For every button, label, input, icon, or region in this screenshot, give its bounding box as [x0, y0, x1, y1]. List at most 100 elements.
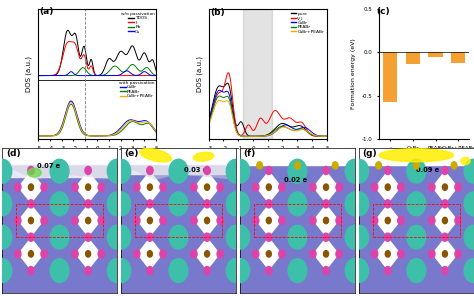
Circle shape: [50, 192, 69, 216]
Circle shape: [376, 162, 382, 169]
Circle shape: [28, 217, 34, 224]
Circle shape: [266, 184, 271, 190]
Circle shape: [169, 225, 188, 249]
Circle shape: [253, 183, 259, 191]
Circle shape: [85, 266, 91, 275]
Circle shape: [231, 259, 250, 282]
Circle shape: [217, 216, 223, 225]
Circle shape: [134, 250, 140, 258]
Polygon shape: [374, 204, 401, 237]
Circle shape: [191, 216, 197, 225]
Circle shape: [226, 225, 245, 249]
Circle shape: [372, 183, 378, 191]
Polygon shape: [137, 170, 163, 204]
Circle shape: [146, 200, 153, 208]
Circle shape: [455, 183, 461, 191]
Circle shape: [160, 183, 166, 191]
Circle shape: [112, 259, 131, 282]
Y-axis label: Formation energy (eV): Formation energy (eV): [351, 38, 356, 110]
Circle shape: [98, 250, 104, 258]
Line: V$_I$: V$_I$: [209, 73, 327, 136]
CsBr+PEABr: [227, 102, 232, 106]
Circle shape: [407, 192, 426, 216]
Circle shape: [288, 225, 307, 249]
Circle shape: [332, 162, 338, 169]
PEABr: [324, 134, 330, 138]
Circle shape: [50, 159, 69, 183]
Ellipse shape: [27, 168, 41, 177]
Circle shape: [350, 159, 369, 183]
Circle shape: [384, 233, 391, 241]
Circle shape: [86, 217, 91, 224]
Circle shape: [41, 183, 47, 191]
Circle shape: [15, 250, 21, 258]
Text: (f): (f): [244, 149, 256, 158]
pure: [324, 134, 330, 138]
Circle shape: [398, 250, 404, 258]
Circle shape: [442, 217, 447, 224]
Text: (a): (a): [39, 7, 54, 16]
Bar: [243, 9, 272, 139]
Circle shape: [442, 233, 448, 241]
PEABr: [237, 133, 242, 137]
Line: CsBr+PEABr: CsBr+PEABr: [209, 100, 327, 136]
Circle shape: [226, 159, 245, 183]
Circle shape: [385, 184, 390, 190]
Circle shape: [279, 183, 285, 191]
Circle shape: [72, 250, 78, 258]
Circle shape: [85, 200, 91, 208]
Circle shape: [464, 259, 474, 282]
Polygon shape: [255, 170, 282, 204]
Circle shape: [41, 216, 47, 225]
Text: 0.02 e: 0.02 e: [284, 177, 307, 183]
Circle shape: [345, 225, 364, 249]
Circle shape: [147, 217, 153, 224]
Circle shape: [323, 233, 329, 241]
Circle shape: [28, 266, 34, 275]
Circle shape: [85, 166, 91, 175]
Circle shape: [345, 159, 364, 183]
Circle shape: [146, 166, 153, 175]
V$_I$: [237, 133, 242, 136]
PEABr: [285, 126, 291, 130]
Circle shape: [0, 259, 12, 282]
Circle shape: [310, 183, 316, 191]
Circle shape: [0, 192, 12, 216]
Line: PEABr: PEABr: [209, 96, 327, 136]
Circle shape: [464, 192, 474, 216]
Circle shape: [86, 184, 91, 190]
Circle shape: [28, 166, 34, 175]
Polygon shape: [432, 237, 458, 271]
PEABr: [295, 128, 301, 131]
Polygon shape: [18, 237, 44, 271]
CsBr+PEABr: [295, 129, 301, 132]
Circle shape: [323, 266, 329, 275]
Circle shape: [266, 217, 271, 224]
Circle shape: [428, 183, 435, 191]
Text: (c): (c): [377, 7, 390, 16]
Circle shape: [323, 217, 328, 224]
Circle shape: [451, 162, 457, 169]
Ellipse shape: [193, 152, 214, 161]
V$_I$: [206, 122, 211, 126]
Polygon shape: [194, 170, 220, 204]
pure: [259, 134, 265, 138]
Line: pure: pure: [209, 83, 327, 136]
Circle shape: [294, 162, 300, 169]
PEABr: [275, 126, 281, 130]
CsBr+PEABr: [217, 99, 222, 102]
Circle shape: [384, 200, 391, 208]
Circle shape: [442, 184, 447, 190]
Circle shape: [191, 250, 197, 258]
CsBr+PEABr: [206, 124, 211, 128]
pure: [295, 124, 301, 128]
CsBr: [237, 133, 242, 137]
Circle shape: [413, 162, 419, 169]
Circle shape: [28, 251, 34, 257]
CsBr: [260, 134, 265, 138]
pure: [275, 123, 281, 127]
V$_I$: [295, 120, 301, 124]
Circle shape: [398, 216, 404, 225]
Text: 0.09 e: 0.09 e: [416, 167, 439, 173]
Circle shape: [336, 216, 342, 225]
